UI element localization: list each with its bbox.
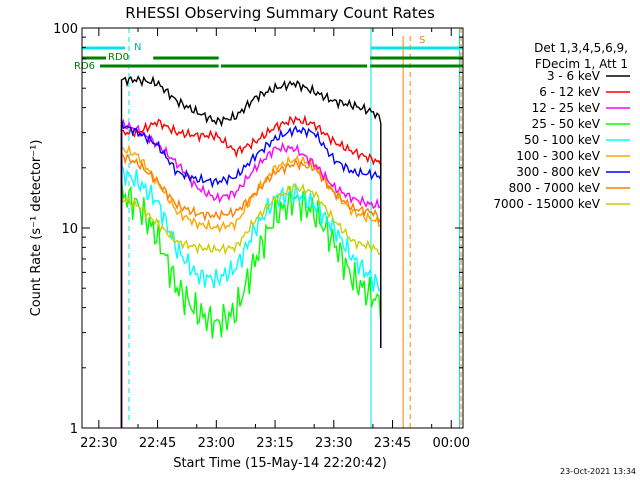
x-tick-label-6: 00:00 <box>433 436 470 451</box>
x-tick-label-0: 22:30 <box>80 436 117 451</box>
flag-label-s: S <box>419 35 425 46</box>
x-tick-label-1: 22:45 <box>139 436 176 451</box>
flag-label-rd6: RD6 <box>74 61 95 72</box>
series-line-0 <box>120 75 382 428</box>
series-line-3 <box>120 179 382 428</box>
series-line-4 <box>120 164 382 428</box>
observing-flags: N S RD0 RD6 <box>74 28 463 428</box>
y-tick-label-0: 1 <box>70 422 78 437</box>
legend-label-4: 50 - 100 keV <box>524 133 601 147</box>
chart-title: RHESSI Observing Summary Count Rates <box>125 4 435 22</box>
timestamp: 23-Oct-2021 13:34 <box>560 467 636 476</box>
legend-label-6: 300 - 800 keV <box>516 165 600 179</box>
legend-header-1: FDecim 1, Att 1 <box>535 57 628 71</box>
y-axis-label: Count Rate (s⁻¹ detector⁻¹) <box>29 140 44 317</box>
legend-label-7: 800 - 7000 keV <box>509 181 601 195</box>
x-tick-label-2: 23:00 <box>198 436 235 451</box>
series-line-8 <box>120 182 382 428</box>
legend-header-0: Det 1,3,4,5,6,9, <box>534 41 628 55</box>
legend-label-3: 25 - 50 keV <box>532 117 601 131</box>
flag-label-rd0: RD0 <box>108 52 129 63</box>
y-axis: 1 10 100 <box>53 22 463 437</box>
legend-label-0: 3 - 6 keV <box>547 69 601 83</box>
x-tick-label-3: 23:15 <box>256 436 293 451</box>
series-line-2 <box>120 118 382 428</box>
flag-label-n: N <box>134 42 141 53</box>
legend-label-1: 6 - 12 keV <box>539 85 601 99</box>
legend-label-8: 7000 - 15000 keV <box>493 197 600 211</box>
legend-label-5: 100 - 300 keV <box>516 149 600 163</box>
series-line-1 <box>120 114 382 428</box>
legend-label-2: 12 - 25 keV <box>532 101 601 115</box>
x-tick-label-4: 23:30 <box>315 436 352 451</box>
y-tick-label-1: 10 <box>61 222 78 237</box>
legend: Det 1,3,4,5,6,9, FDecim 1, Att 13 - 6 keV… <box>493 41 630 211</box>
x-axis: 22:30 22:45 23:00 23:15 23:30 23:45 00:00 <box>80 28 470 451</box>
series-layer <box>120 75 382 428</box>
x-axis-label: Start Time (15-May-14 22:20:42) <box>173 456 387 471</box>
y-tick-label-2: 100 <box>53 22 78 37</box>
x-tick-label-5: 23:45 <box>374 436 411 451</box>
series-line-7 <box>120 153 382 428</box>
series-line-6 <box>120 119 382 428</box>
